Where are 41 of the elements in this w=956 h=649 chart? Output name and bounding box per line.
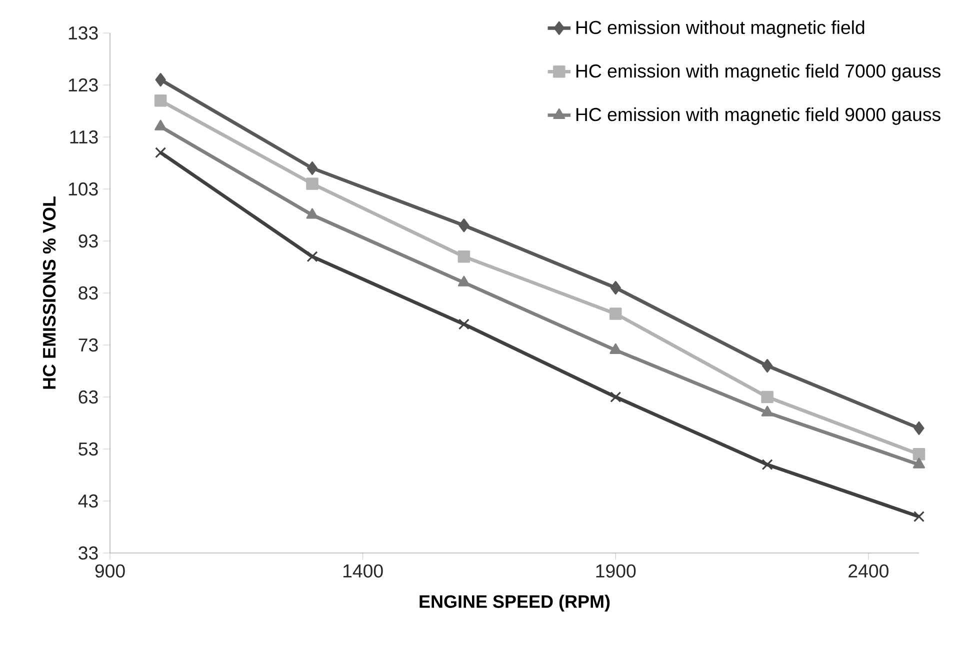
- point: [154, 94, 167, 107]
- y-axis-title: HC EMISSIONS % VOL: [42, 196, 56, 389]
- point: [762, 459, 773, 470]
- y-tick-label: 93: [78, 234, 98, 248]
- point: [610, 391, 622, 402]
- point: [610, 280, 621, 295]
- y-tick-label: 113: [70, 130, 98, 144]
- x-tick-label: 2400: [848, 564, 888, 578]
- y-tick-label: 123: [68, 78, 98, 92]
- point: [458, 218, 470, 232]
- point: [306, 178, 318, 190]
- legend-label: HC emission with magnetic field 9000 gauss: [576, 107, 940, 125]
- point: [458, 318, 470, 330]
- point: [761, 390, 774, 404]
- point: [458, 276, 470, 286]
- point: [912, 448, 926, 460]
- point: [913, 511, 925, 522]
- x-tick-label: 1900: [596, 564, 636, 578]
- y-tick-label: 73: [78, 338, 98, 352]
- legend-label: HC emission with magnetic field 7000 gauss: [576, 64, 940, 82]
- point: [155, 72, 166, 87]
- legend-label: HC emission without magnetic field: [576, 20, 864, 38]
- point: [306, 161, 318, 175]
- y-tick-label: 83: [78, 286, 98, 300]
- x-tick-label: 1400: [343, 564, 383, 578]
- point: [762, 358, 773, 373]
- point: [914, 421, 924, 435]
- y-tick-label: 33: [78, 546, 98, 560]
- y-tick-label: 53: [78, 442, 98, 456]
- x-axis-title: ENGINE SPEED (RPM): [420, 594, 610, 612]
- x-tick-label: 900: [95, 564, 125, 578]
- point: [154, 120, 167, 130]
- y-tick-label: 43: [78, 494, 98, 508]
- point: [155, 147, 166, 158]
- point: [609, 308, 622, 320]
- y-tick-label: 63: [78, 390, 98, 404]
- point: [306, 208, 318, 219]
- y-tick-label: 103: [68, 182, 98, 196]
- point: [306, 251, 318, 262]
- y-tick-label: 133: [68, 26, 98, 40]
- point: [458, 250, 470, 263]
